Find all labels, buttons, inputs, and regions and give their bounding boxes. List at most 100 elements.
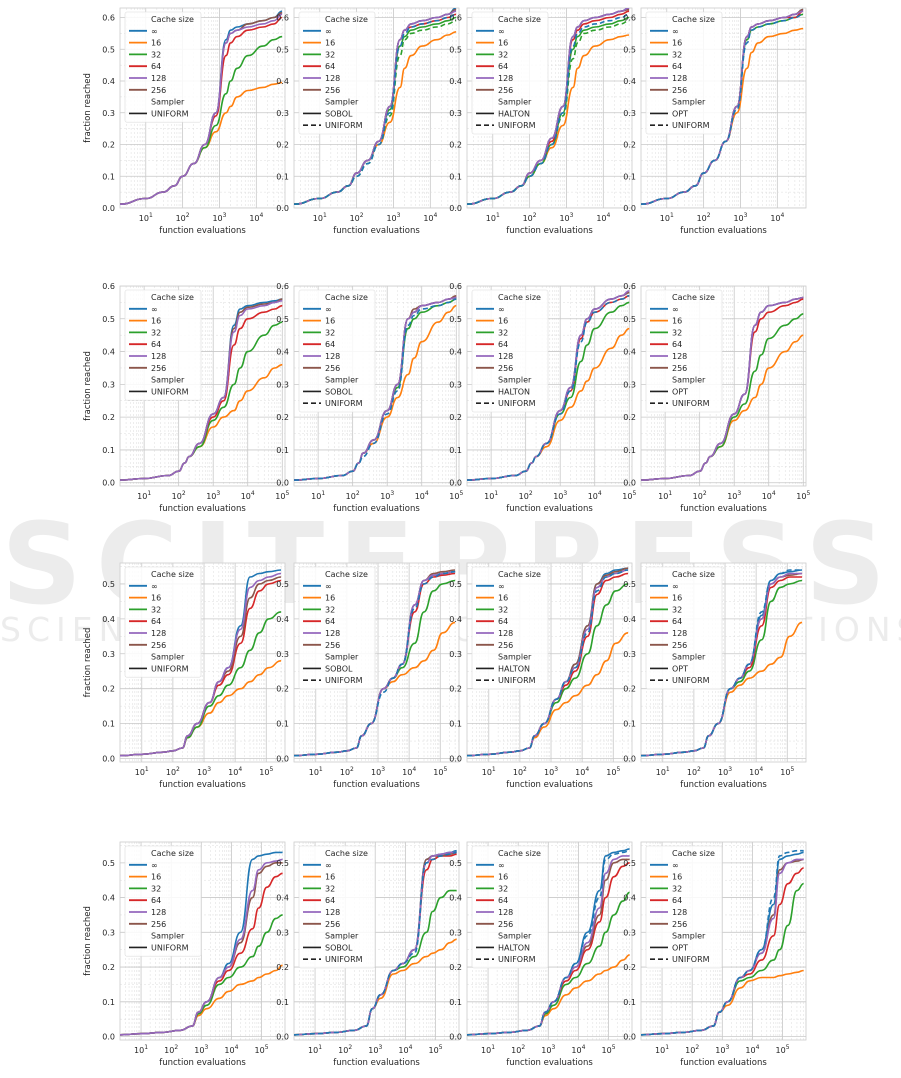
- x-tick-label: 102: [338, 1044, 352, 1055]
- y-tick-label: 0.0: [623, 1033, 636, 1042]
- y-tick-label: 0.5: [623, 859, 636, 868]
- legend-sampler-label: OPT: [672, 664, 688, 673]
- x-tick-label: 104: [402, 766, 416, 777]
- y-tick-label: 0.2: [102, 685, 115, 694]
- legend: Cache size ∞ 16 32 64 128 256 Sampler HALTON UNIF…: [471, 845, 549, 969]
- legend-sampler-label: UNIFORM: [498, 121, 536, 130]
- series-lines: [641, 8, 804, 205]
- legend-sampler-label: OPT: [672, 109, 688, 118]
- x-axis-label: function evaluations: [680, 780, 767, 790]
- legend-sampler-title: Sampler: [498, 653, 532, 662]
- legend-label: 256: [498, 641, 513, 650]
- legend-label: ∞: [498, 861, 505, 870]
- legend-label: 128: [498, 352, 513, 361]
- legend-box: [124, 566, 202, 678]
- x-tick-label: 103: [715, 1044, 729, 1055]
- y-tick-label: 0.5: [449, 45, 462, 54]
- legend-label: 128: [498, 74, 513, 83]
- y-tick-label: 0.2: [276, 685, 289, 694]
- y-tick-label: 0.0: [449, 755, 462, 764]
- plot-frame: [466, 285, 633, 487]
- legend-sampler-label: UNIFORM: [498, 955, 536, 964]
- x-axis-label: function evaluations: [506, 226, 593, 236]
- x-axis-label: function evaluations: [680, 226, 767, 236]
- legend-sampler-label: SOBOL: [325, 109, 353, 118]
- x-tick-label: 103: [212, 212, 226, 223]
- y-tick-label: 0.5: [449, 315, 462, 324]
- x-tick-label: 101: [482, 766, 496, 777]
- legend-sampler-title: Sampler: [672, 376, 706, 385]
- x-tick-label: 104: [241, 490, 255, 501]
- y-tick-label: 0.4: [102, 894, 115, 903]
- legend-label: 32: [325, 50, 335, 59]
- legend-label: 128: [151, 352, 166, 361]
- legend-label: 32: [151, 884, 161, 893]
- y-tick-label: 0.3: [623, 380, 636, 389]
- legend-sampler-label: UNIFORM: [151, 387, 189, 396]
- x-tick-label: 105: [796, 490, 810, 501]
- y-tick-label: 0.3: [276, 650, 289, 659]
- y-tick-label: 0.0: [276, 755, 289, 764]
- x-tick-label: 104: [762, 490, 776, 501]
- y-tick-label: 0.5: [102, 315, 115, 324]
- legend-sampler-title: Sampler: [498, 932, 532, 941]
- y-tick-label: 0.5: [623, 315, 636, 324]
- legend: Cache size ∞ 16 32 64 128 256 Sampler SOBOL UNIFO…: [298, 11, 376, 135]
- x-tick-label: 105: [433, 766, 447, 777]
- legend-sampler-label: HALTON: [498, 943, 530, 952]
- legend-label: 32: [151, 605, 161, 614]
- legend-label: 16: [151, 873, 161, 882]
- legend-label: ∞: [151, 582, 158, 591]
- y-tick-label: 0.5: [449, 580, 462, 589]
- legend-label: 16: [672, 39, 682, 48]
- series-line-inf-uniform: [641, 569, 803, 757]
- x-tick-label: 102: [693, 490, 707, 501]
- legend-label: ∞: [672, 27, 679, 36]
- y-tick-label: 0.0: [623, 755, 636, 764]
- legend-label: 64: [498, 896, 508, 905]
- x-tick-label: 104: [228, 766, 242, 777]
- legend-label: 16: [498, 594, 508, 603]
- legend-sampler-label: UNIFORM: [672, 676, 710, 685]
- x-tick-label: 104: [398, 1044, 412, 1055]
- y-tick-label: 0.1: [102, 446, 115, 455]
- y-tick-label: 0.0: [449, 204, 462, 213]
- legend-sampler-title: Sampler: [498, 376, 532, 385]
- x-tick-label: 101: [135, 766, 149, 777]
- y-tick-label: 0.3: [102, 109, 115, 118]
- legend-title: Cache size: [498, 849, 541, 858]
- x-tick-label: 105: [776, 1044, 790, 1055]
- legend-title: Cache size: [325, 570, 368, 579]
- x-tick-label: 105: [780, 766, 794, 777]
- legend-label: 64: [151, 340, 161, 349]
- plot-frame: [466, 7, 633, 209]
- plot-frame: [119, 562, 286, 763]
- series-line-128-uniform: [120, 572, 282, 757]
- legend-title: Cache size: [325, 849, 368, 858]
- legend-sampler-label: UNIFORM: [325, 121, 363, 130]
- y-tick-label: 0.1: [276, 446, 289, 455]
- x-axis-label: function evaluations: [159, 226, 246, 236]
- series-lines: [467, 8, 630, 205]
- chart-panel-3-3: 0.0 0.1 0.2 0.3 0.4 0.5 101 102 103 104 105 functio…: [623, 841, 807, 1068]
- legend-label: ∞: [498, 582, 505, 591]
- legend-sampler-label: UNIFORM: [325, 955, 363, 964]
- legend-label: 32: [672, 328, 682, 337]
- legend-sampler-label: HALTON: [498, 387, 530, 396]
- legend-label: 128: [325, 352, 340, 361]
- y-tick-label: 0.6: [102, 14, 115, 23]
- x-tick-label: 101: [655, 1044, 669, 1055]
- series-lines: [120, 569, 282, 757]
- legend-label: ∞: [672, 861, 679, 870]
- legend-label: 64: [672, 62, 682, 71]
- x-tick-label: 104: [749, 766, 763, 777]
- x-tick-label: 102: [687, 766, 701, 777]
- legend-title: Cache size: [151, 15, 194, 24]
- x-axis-label: function evaluations: [159, 780, 246, 790]
- y-tick-label: 0.3: [449, 380, 462, 389]
- legend-label: 16: [672, 317, 682, 326]
- y-tick-label: 0.1: [623, 446, 636, 455]
- y-tick-label: 0.5: [102, 580, 115, 589]
- y-tick-label: 0.4: [623, 894, 636, 903]
- y-tick-label: 0.3: [623, 650, 636, 659]
